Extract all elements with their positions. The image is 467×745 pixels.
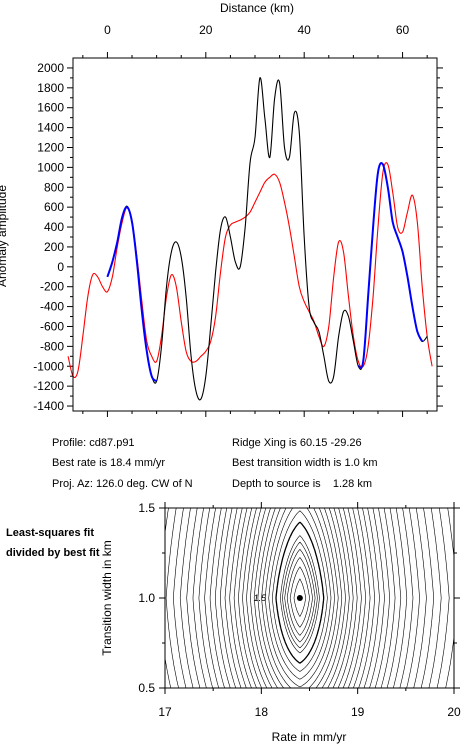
anomaly-profile-chart: Distance (km) Anomaly amplitude 0 20 40 60 -… bbox=[0, 1, 443, 417]
y-tick-label: -1000 bbox=[33, 359, 64, 373]
contour-x-axis-title: Rate in mm/yr bbox=[272, 730, 347, 744]
contour-line bbox=[250, 508, 350, 688]
series-line-observed bbox=[106, 77, 428, 401]
projection-azimuth-label: Proj. Az: 126.0 deg. CW of N bbox=[52, 478, 193, 490]
contour-line bbox=[280, 535, 320, 654]
contour-line bbox=[209, 508, 390, 688]
source-depth-label: Depth to source is 1.28 km bbox=[232, 478, 373, 490]
contour-line bbox=[165, 508, 442, 688]
best-rate-label: Best rate is 18.4 mm/yr bbox=[52, 457, 166, 469]
y-tick-label: -1400 bbox=[33, 399, 64, 413]
contour-line bbox=[261, 508, 339, 688]
y-tick-label: 400 bbox=[44, 220, 64, 234]
y-tick-label: 0 bbox=[57, 260, 64, 274]
contour-line bbox=[293, 578, 307, 617]
y-tick-label: 1200 bbox=[37, 140, 64, 154]
contour-x-tick-label: 20 bbox=[447, 705, 461, 719]
y-tick-label: -200 bbox=[40, 280, 64, 294]
misfit-caption: Least-squares fit divided by best fit bbox=[6, 527, 100, 559]
y-tick-label: -400 bbox=[40, 300, 64, 314]
contour-line bbox=[282, 541, 318, 649]
y-tick-label: -800 bbox=[40, 339, 64, 353]
x-tick-label: 20 bbox=[199, 23, 213, 37]
contour-y-tick-label: 1.0 bbox=[138, 591, 155, 605]
y-tick-label: -1200 bbox=[33, 379, 64, 393]
y-tick-label: 2000 bbox=[37, 61, 64, 75]
misfit-contour-chart: 17 18 19 20 0.5 1.0 1.5 Rate in mm/yr Transiti… bbox=[100, 501, 461, 744]
best-width-label: Best transition width is 1.0 km bbox=[232, 457, 378, 469]
best-fit-marker bbox=[296, 595, 303, 601]
contour-line bbox=[229, 508, 371, 688]
contour-line bbox=[198, 508, 402, 688]
x-axis-title: Distance (km) bbox=[220, 1, 294, 15]
contour-frame bbox=[164, 507, 455, 689]
contour-line bbox=[242, 508, 358, 688]
y-axis-title: Anomaly amplitude bbox=[0, 185, 9, 287]
contour-x-tick-label: 17 bbox=[158, 705, 172, 719]
ridge-crossing-label: Ridge Xing is 60.15 -29.26 bbox=[232, 437, 362, 449]
y-tick-label: 1000 bbox=[37, 160, 64, 174]
x-tick-label: 0 bbox=[104, 23, 111, 37]
y-tick-label: 1400 bbox=[37, 121, 64, 135]
y-tick-label: 1600 bbox=[37, 101, 64, 115]
y-tick-label: 1800 bbox=[37, 81, 64, 95]
contour-line bbox=[272, 510, 328, 672]
series-line-model bbox=[67, 162, 433, 379]
contour-y-tick-label: 1.5 bbox=[138, 501, 155, 515]
plot-frame bbox=[72, 57, 438, 412]
contour-line bbox=[179, 508, 420, 688]
y-tick-label: 200 bbox=[44, 240, 64, 254]
contour-y-axis-title: Transition width in km bbox=[100, 540, 114, 656]
contour-line bbox=[275, 521, 325, 664]
contour-line bbox=[246, 508, 354, 688]
contour-x-tick-label: 18 bbox=[255, 705, 269, 719]
contour-line bbox=[204, 508, 396, 688]
contour-line bbox=[445, 508, 454, 688]
contour-line bbox=[192, 508, 408, 688]
contour-line bbox=[220, 508, 380, 688]
contour-line bbox=[284, 549, 316, 643]
contour-x-tick-label: 19 bbox=[351, 705, 365, 719]
x-tick-label: 40 bbox=[298, 23, 312, 37]
contour-line bbox=[268, 508, 332, 680]
x-tick-label: 60 bbox=[396, 23, 410, 37]
contour-line bbox=[173, 508, 427, 688]
contour-line bbox=[253, 508, 346, 688]
contour-y-tick-label: 0.5 bbox=[138, 681, 155, 695]
contour-line bbox=[233, 508, 366, 688]
y-tick-label: 600 bbox=[44, 200, 64, 214]
contour-line bbox=[165, 508, 434, 688]
y-tick-label: 800 bbox=[44, 180, 64, 194]
contour-line bbox=[286, 557, 313, 636]
y-tick-label: -600 bbox=[40, 319, 64, 333]
contour-line bbox=[289, 566, 310, 628]
contour-line bbox=[224, 508, 375, 688]
contour-line bbox=[215, 508, 385, 688]
series-line-fit-window bbox=[106, 206, 158, 383]
series-line-fit-window bbox=[357, 162, 424, 369]
contour-line bbox=[186, 508, 414, 688]
contour-line bbox=[257, 508, 343, 688]
contour-line bbox=[264, 508, 335, 688]
contour-line bbox=[238, 508, 362, 688]
contour-line bbox=[436, 508, 450, 688]
profile-label: Profile: cd87.p91 bbox=[52, 437, 135, 449]
contour-level-label: 1.5 bbox=[254, 593, 268, 603]
